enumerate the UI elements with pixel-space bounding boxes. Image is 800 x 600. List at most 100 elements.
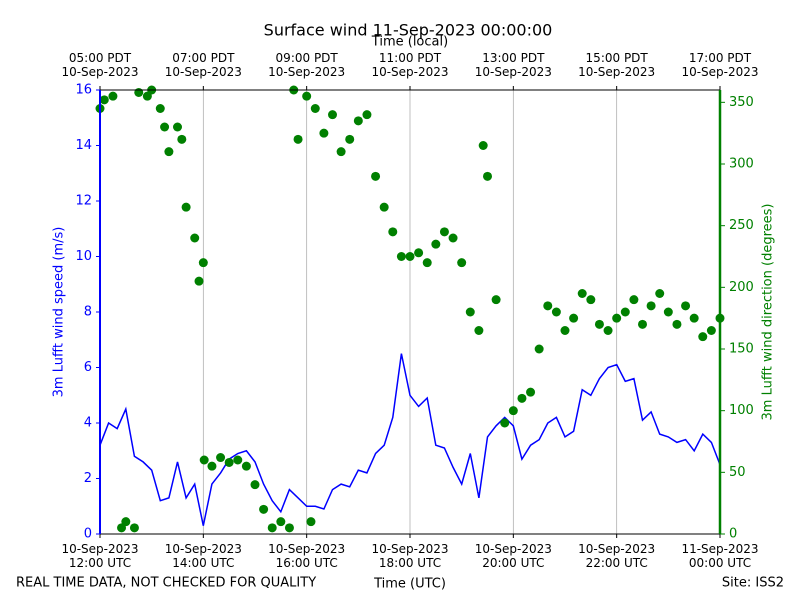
direction-point	[586, 295, 596, 305]
direction-point	[603, 326, 613, 335]
direction-point	[164, 147, 174, 157]
y-tick-label: 10	[75, 249, 92, 264]
y-tick-label: 0	[84, 527, 92, 542]
direction-point	[508, 406, 518, 416]
direction-point	[534, 344, 544, 354]
direction-point	[483, 171, 492, 181]
direction-point	[577, 289, 587, 298]
speed-line	[99, 353, 721, 526]
direction-point	[448, 233, 458, 243]
x-tick-label: 10-Sep-2023 12:00 UTC	[61, 542, 139, 570]
direction-point	[689, 313, 699, 323]
y-tick-label: 12	[75, 194, 92, 209]
direction-point	[224, 457, 234, 467]
y-tick-label: 4	[84, 416, 92, 431]
direction-point	[129, 523, 139, 533]
direction-point	[250, 480, 260, 490]
direction-point	[543, 301, 553, 311]
x-tick-label: 10-Sep-2023 22:00 UTC	[578, 542, 656, 570]
y-axis-label: 3m Lufft wind speed (m/s)	[52, 227, 67, 398]
direction-point	[190, 233, 200, 243]
y2-tick-label: 300	[729, 157, 754, 172]
direction-point	[284, 523, 294, 533]
direction-point	[336, 147, 346, 157]
direction-point	[362, 110, 372, 120]
direction-point	[620, 307, 630, 317]
y-tick-label: 16	[75, 83, 92, 98]
direction-point	[134, 87, 144, 97]
direction-point	[379, 202, 389, 212]
direction-point	[267, 523, 277, 533]
direction-point	[594, 319, 604, 329]
direction-point	[517, 393, 527, 403]
x2-axis-label: Time (local)	[371, 35, 448, 50]
direction-point	[293, 134, 303, 144]
direction-point	[216, 453, 226, 463]
direction-point	[612, 313, 622, 323]
direction-point	[439, 227, 449, 237]
direction-point	[405, 252, 415, 261]
direction-point	[681, 301, 691, 311]
direction-point	[259, 504, 269, 514]
direction-point	[663, 307, 673, 317]
direction-point	[560, 326, 570, 335]
direction-point	[241, 461, 251, 471]
direction-point	[121, 517, 131, 527]
direction-point	[569, 313, 579, 323]
direction-point	[551, 307, 561, 317]
direction-point	[328, 110, 337, 120]
y2-tick-label: 350	[729, 95, 754, 110]
direction-point	[431, 239, 441, 249]
x-tick-label: 10-Sep-2023 18:00 UTC	[371, 542, 449, 570]
direction-point	[706, 326, 716, 335]
y2-tick-label: 200	[729, 280, 754, 295]
direction-point	[177, 134, 187, 144]
direction-point	[108, 91, 118, 101]
x2-tick-label: 13:00 PDT 10-Sep-2023	[474, 51, 552, 79]
y2-tick-label: 150	[729, 342, 754, 357]
direction-point	[474, 326, 484, 335]
direction-point	[160, 122, 170, 132]
direction-point	[526, 387, 536, 397]
direction-point	[465, 307, 475, 317]
direction-point	[638, 319, 647, 329]
x-tick-label: 11-Sep-2023 00:00 UTC	[681, 542, 759, 570]
direction-point	[199, 455, 209, 465]
y2-tick-label: 0	[729, 527, 737, 542]
direction-point	[698, 332, 708, 342]
direction-point	[655, 289, 665, 298]
x2-tick-label: 11:00 PDT 10-Sep-2023	[371, 51, 449, 79]
x-tick-label: 10-Sep-2023 16:00 UTC	[268, 542, 346, 570]
direction-point	[388, 227, 398, 237]
direction-point	[629, 295, 639, 305]
x-tick-label: 10-Sep-2023 20:00 UTC	[474, 542, 552, 570]
x-axis-label: Time (UTC)	[373, 577, 446, 592]
site-label: Site: ISS2	[722, 576, 784, 591]
direction-point	[491, 295, 501, 305]
y2-tick-label: 100	[729, 403, 754, 418]
direction-point	[414, 248, 424, 258]
direction-point	[371, 171, 381, 181]
x2-tick-label: 09:00 PDT 10-Sep-2023	[268, 51, 346, 79]
direction-point	[194, 276, 204, 286]
direction-point	[155, 104, 165, 113]
direction-point	[646, 301, 656, 311]
y2-tick-label: 50	[729, 465, 746, 480]
y-tick-label: 14	[75, 138, 92, 153]
direction-point	[310, 104, 320, 113]
direction-point	[233, 455, 243, 465]
x2-tick-label: 05:00 PDT 10-Sep-2023	[61, 51, 139, 79]
direction-point	[306, 517, 316, 527]
direction-point	[319, 128, 329, 138]
y2-tick-label: 250	[729, 218, 754, 233]
y-tick-label: 6	[84, 360, 92, 375]
direction-point	[99, 95, 109, 105]
direction-point	[276, 517, 286, 527]
y-tick-label: 2	[84, 471, 92, 486]
y2-axis-label: 3m Lufft wind direction (degrees)	[761, 204, 776, 421]
direction-point	[396, 252, 406, 261]
direction-point	[198, 258, 208, 268]
quality-note: REAL TIME DATA, NOT CHECKED FOR QUALITY	[16, 576, 316, 591]
